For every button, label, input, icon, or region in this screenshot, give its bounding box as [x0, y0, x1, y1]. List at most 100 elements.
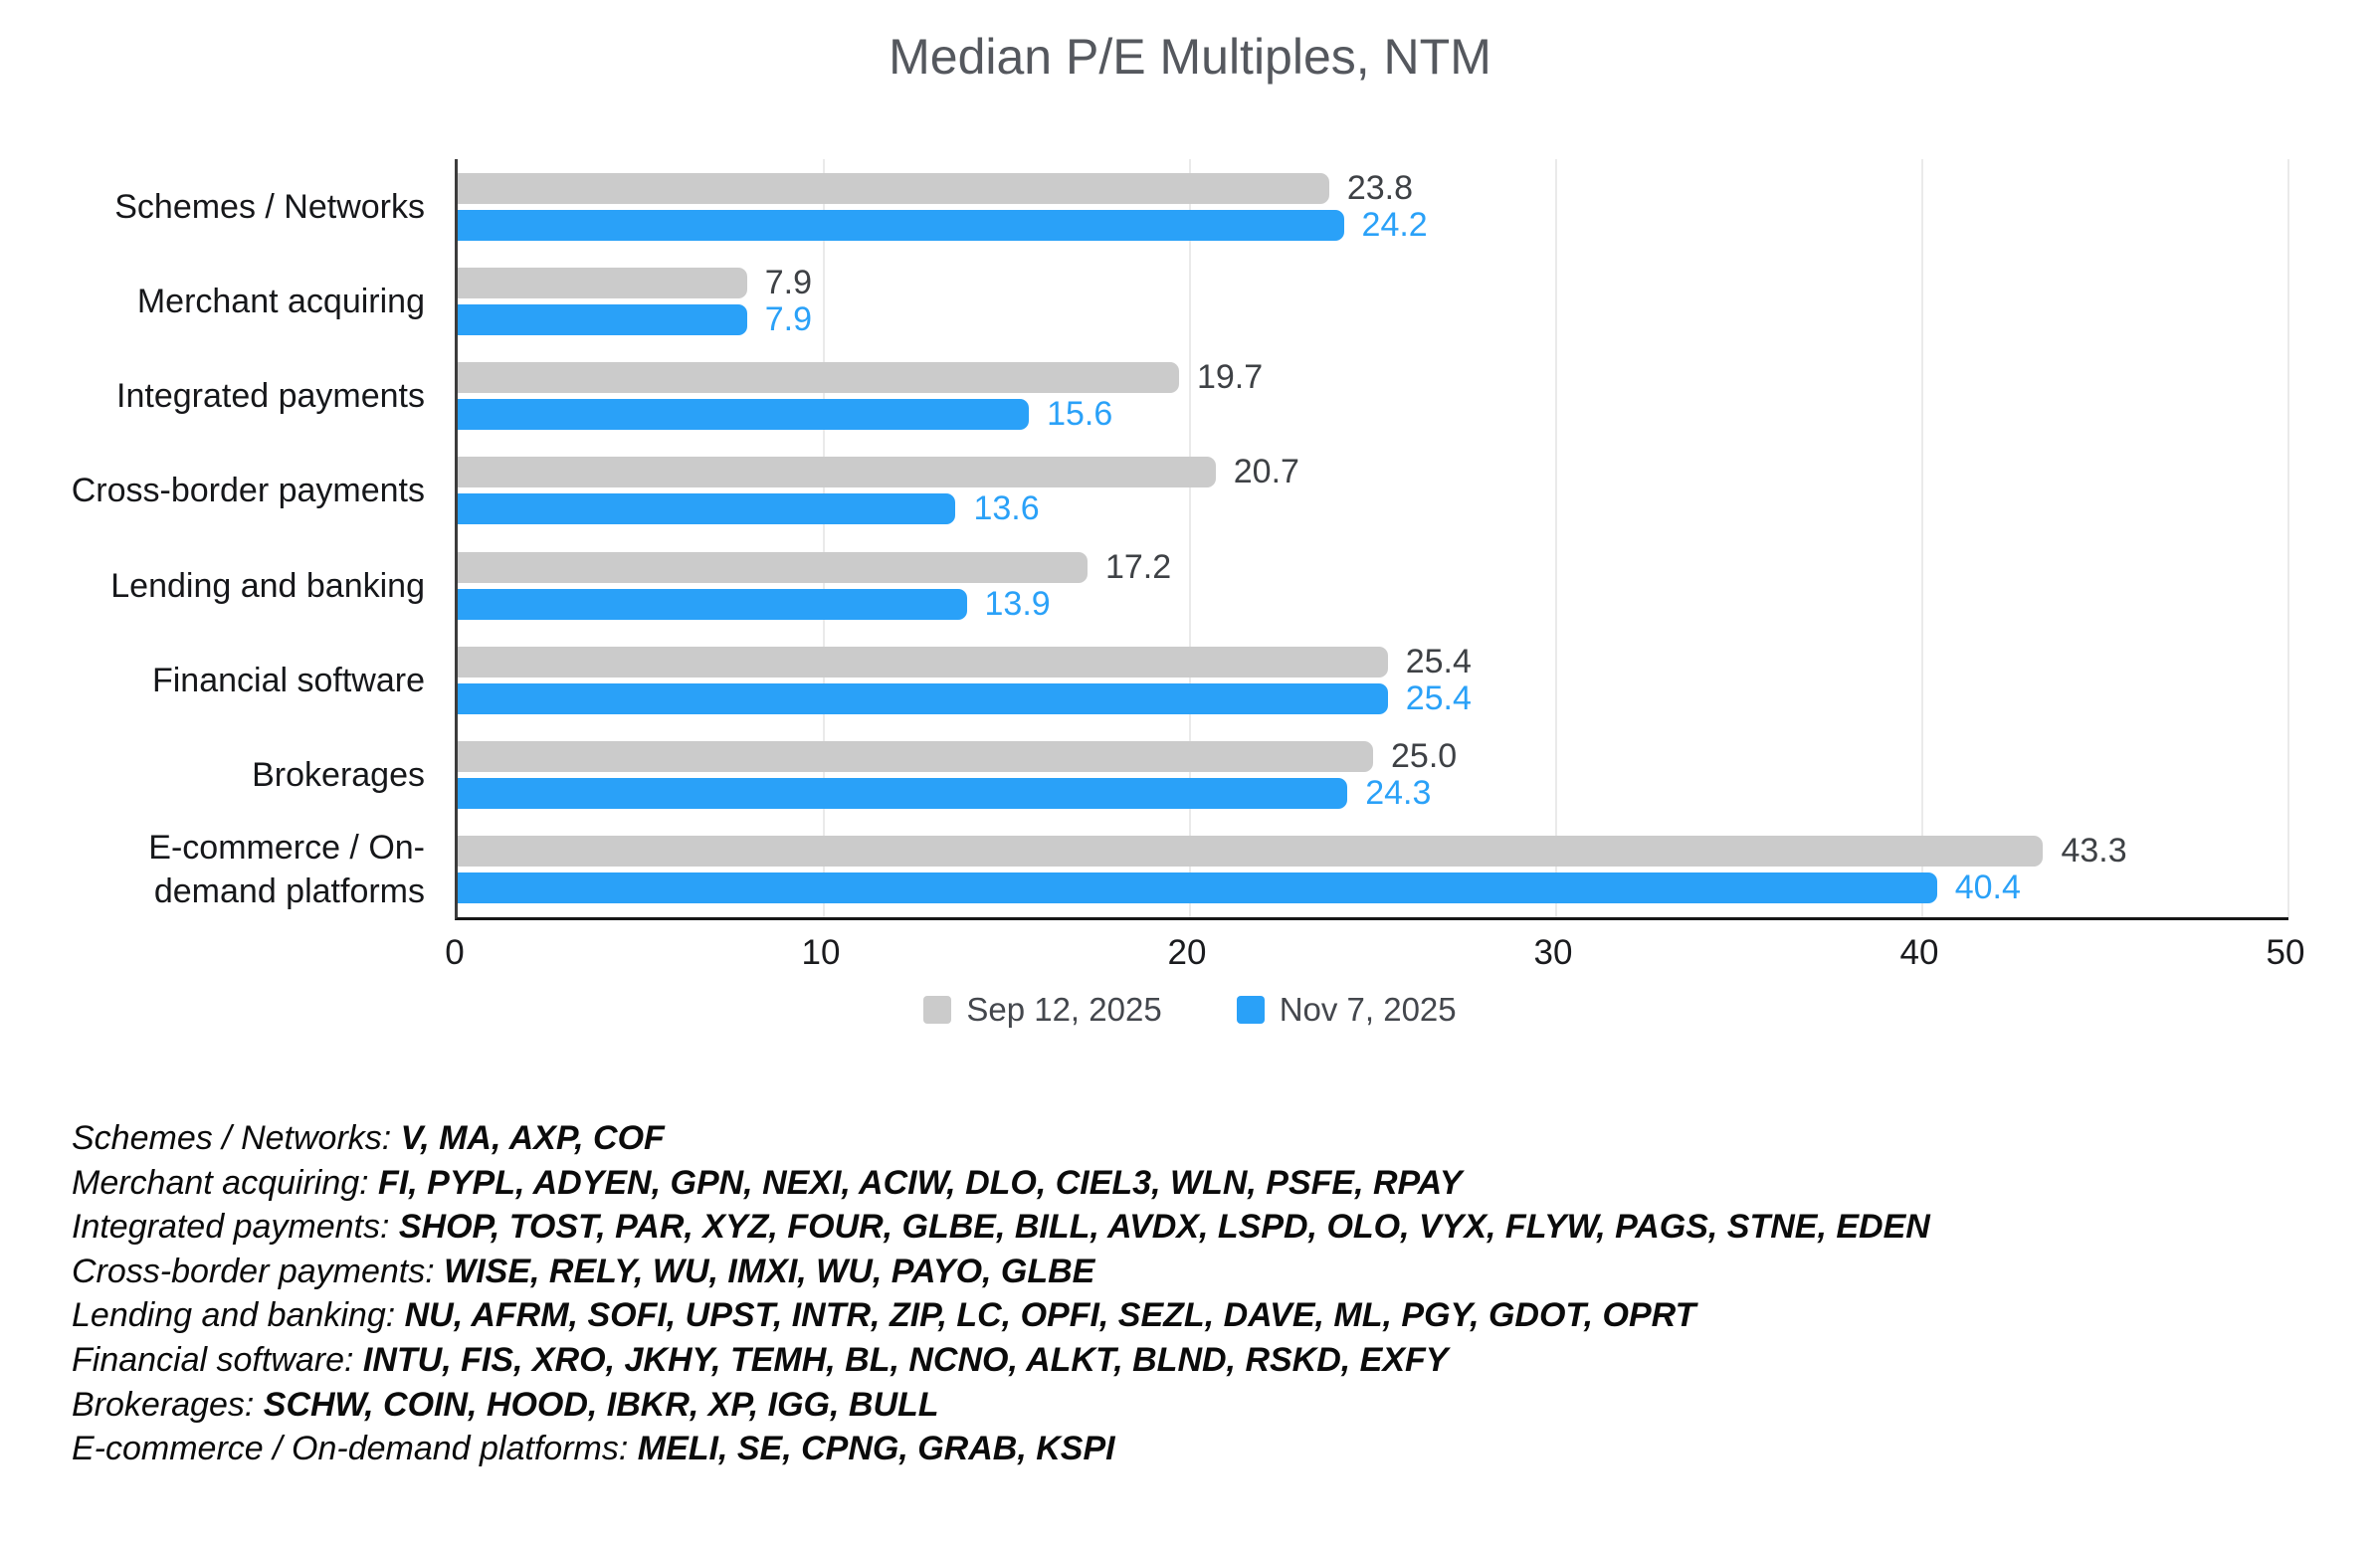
value-label: 20.7: [1233, 453, 1299, 491]
bar-nov7: [458, 303, 747, 335]
x-tick-label: 50: [2266, 933, 2305, 972]
bar-nov7: [458, 588, 967, 620]
footnote-category: Integrated payments:: [72, 1208, 399, 1247]
bar-group: 23.8 24.2: [458, 159, 2288, 254]
category-label: E-commerce / On-demand platforms: [148, 829, 425, 911]
chart-title: Median P/E Multiples, NTM: [889, 29, 1491, 85]
value-label: 19.7: [1196, 358, 1264, 397]
value-label: 24.2: [1361, 205, 1428, 244]
x-tick-label: 30: [1533, 933, 1573, 972]
category-axis: Schemes / Networks Merchant acquiring Inte…: [52, 159, 440, 917]
value-label: 23.8: [1346, 168, 1414, 207]
bar-row: 24.3: [458, 774, 2288, 812]
legend-item: Nov 7, 2025: [1236, 991, 1457, 1029]
bar-group: 17.2 13.9: [458, 538, 2288, 633]
x-tick-label: 40: [1899, 933, 1939, 972]
value-label: 7.9: [764, 263, 812, 301]
value-label: 7.9: [764, 299, 812, 338]
footnote-tickers: V, MA, AXP, COF: [400, 1119, 665, 1157]
gridline: [1921, 159, 1923, 917]
value-label: 25.4: [1405, 642, 1472, 680]
bar-row: 43.3: [458, 832, 2288, 870]
category-label: Merchant acquiring: [136, 282, 425, 320]
bar-group: 19.7 15.6: [458, 349, 2288, 444]
footnote-category: Cross-border payments:: [72, 1252, 445, 1290]
footnote-line: Financial software: INTU, FIS, XRO, JKHY…: [72, 1338, 1930, 1383]
value-label: 17.2: [1104, 547, 1172, 586]
bar-group: 43.3 40.4: [458, 823, 2288, 917]
value-label: 15.6: [1047, 395, 1113, 434]
bar-row: 24.2: [458, 206, 2288, 244]
footnotes: Schemes / Networks: V, MA, AXP, COF Merch…: [72, 1116, 1930, 1471]
bar-row: 20.7: [458, 453, 2288, 490]
footnote-tickers: FI, PYPL, ADYEN, GPN, NEXI, ACIW, DLO, C…: [378, 1163, 1463, 1202]
bar-row: 25.4: [458, 679, 2288, 717]
category-label: Schemes / Networks: [114, 187, 425, 226]
footnote-line: Cross-border payments: WISE, RELY, WU, I…: [72, 1250, 1930, 1294]
bar-nov7: [458, 778, 1348, 810]
bar-row: 13.9: [458, 585, 2288, 623]
bar-group: 25.0 24.3: [458, 728, 2288, 823]
footnote-category: Brokerages:: [72, 1385, 264, 1424]
gridline: [823, 159, 825, 917]
bar-row: 15.6: [458, 395, 2288, 433]
value-label: 43.3: [2061, 832, 2127, 871]
legend-swatch: [923, 996, 952, 1024]
bar-nov7: [458, 209, 1344, 241]
footnote-category: Merchant acquiring:: [72, 1163, 379, 1202]
footnote-tickers: INTU, FIS, XRO, JKHY, TEMH, BL, NCNO, AL…: [362, 1340, 1449, 1379]
bar-row: 23.8: [458, 169, 2288, 207]
bar-nov7: [458, 493, 956, 525]
value-label: 24.3: [1365, 774, 1432, 813]
bar-row: 17.2: [458, 548, 2288, 586]
bar-sep12: [458, 836, 2044, 868]
bar-sep12: [458, 551, 1088, 583]
footnote-line: Lending and banking: NU, AFRM, SOFI, UPS…: [72, 1293, 1930, 1338]
bar-row: 40.4: [458, 869, 2288, 906]
value-label: 25.4: [1405, 678, 1472, 717]
x-tick-label: 0: [445, 933, 465, 972]
bar-sep12: [458, 646, 1388, 677]
legend: Sep 12, 2025 Nov 7, 2025: [0, 991, 2380, 1029]
legend-swatch: [1236, 996, 1265, 1024]
plot-area: 23.8 24.2 7.9 7.9 19.7 15.6 20.7 13.6 17.2 13.9 25…: [455, 159, 2289, 920]
bar-group: 25.4 25.4: [458, 633, 2288, 727]
category-label: Financial software: [151, 661, 425, 699]
gridline: [1555, 159, 1557, 917]
bar-group: 7.9 7.9: [458, 254, 2288, 348]
footnote-category: Financial software:: [72, 1340, 363, 1379]
x-tick-label: 20: [1167, 933, 1207, 972]
footnote-line: E-commerce / On-demand platforms: MELI, …: [72, 1427, 1930, 1471]
bar-row: 13.6: [458, 489, 2288, 527]
footnote-category: Lending and banking:: [72, 1296, 405, 1335]
bar-row: 25.4: [458, 643, 2288, 680]
footnote-tickers: WISE, RELY, WU, IMXI, WU, PAYO, GLBE: [444, 1252, 1095, 1290]
footnote-tickers: SCHW, COIN, HOOD, IBKR, XP, IGG, BULL: [263, 1385, 939, 1424]
footnote-tickers: MELI, SE, CPNG, GRAB, KSPI: [637, 1430, 1115, 1468]
gridline: [2287, 159, 2289, 917]
legend-label: Sep 12, 2025: [966, 991, 1162, 1028]
bar-row: 19.7: [458, 358, 2288, 396]
legend-label: Nov 7, 2025: [1279, 991, 1457, 1028]
bar-row: 7.9: [458, 264, 2288, 301]
x-tick-label: 10: [801, 933, 841, 972]
bar-nov7: [458, 399, 1030, 431]
legend-item: Sep 12, 2025: [923, 991, 1162, 1029]
category-label: Cross-border payments: [71, 472, 425, 510]
category-label: Integrated payments: [116, 377, 425, 416]
bar-sep12: [458, 457, 1216, 488]
value-label: 13.6: [973, 489, 1040, 528]
footnote-tickers: SHOP, TOST, PAR, XYZ, FOUR, GLBE, BILL, …: [398, 1208, 1930, 1247]
category-label: Brokerages: [252, 756, 425, 795]
bar-group: 20.7 13.6: [458, 444, 2288, 538]
x-axis: 0 10 20 30 40 50: [445, 933, 2304, 979]
footnote-line: Merchant acquiring: FI, PYPL, ADYEN, GPN…: [72, 1161, 1930, 1206]
category-label: Lending and banking: [110, 566, 425, 605]
footnote-category: E-commerce / On-demand platforms:: [72, 1430, 638, 1468]
value-label: 25.0: [1391, 737, 1458, 776]
value-label: 13.9: [984, 584, 1051, 623]
value-label: 40.4: [1954, 869, 2021, 907]
footnote-line: Schemes / Networks: V, MA, AXP, COF: [72, 1116, 1930, 1161]
bar-nov7: [458, 872, 1937, 904]
